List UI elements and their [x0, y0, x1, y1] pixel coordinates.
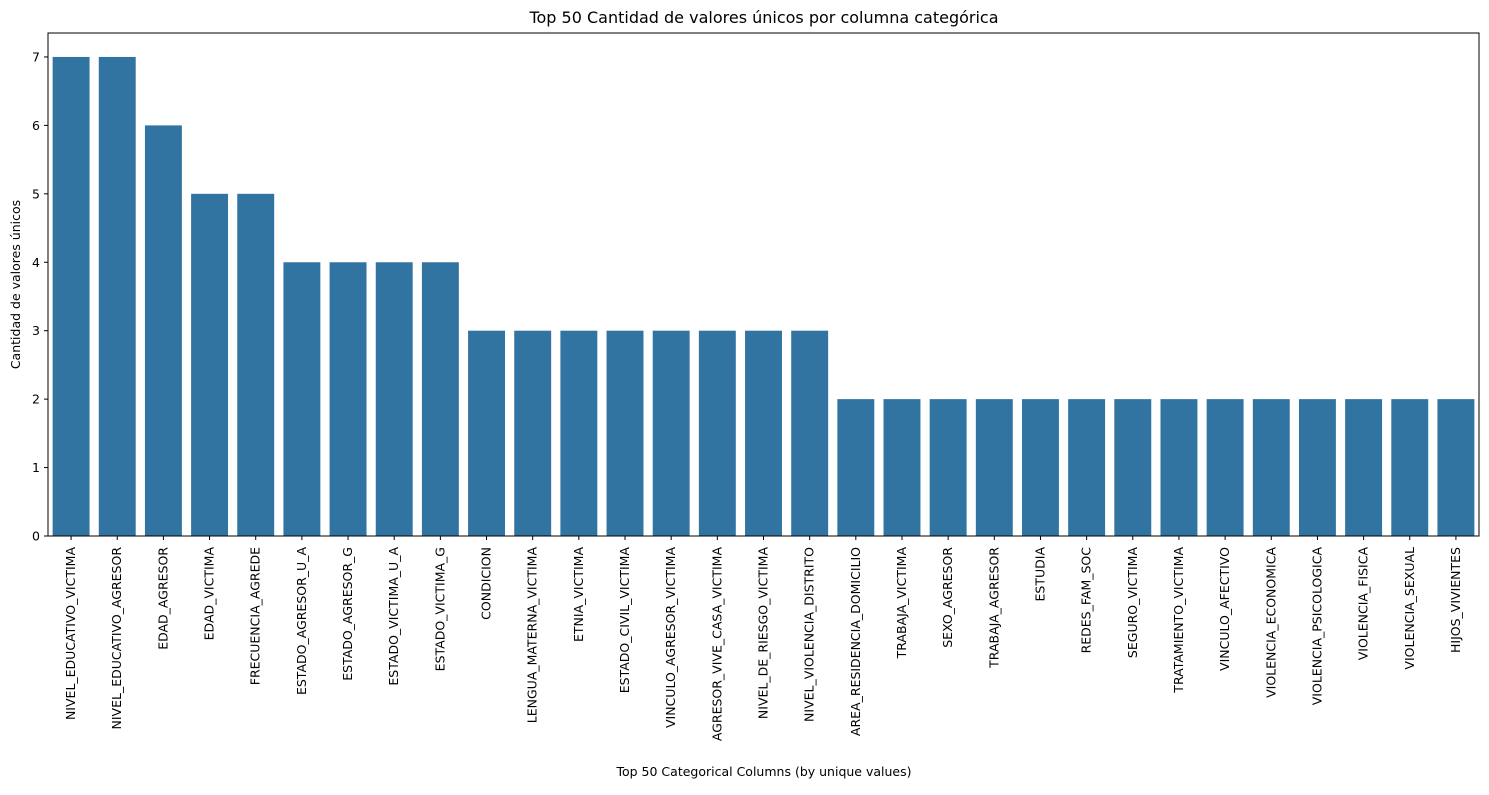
x-axis-label: Top 50 Categorical Columns (by unique va…: [615, 764, 911, 779]
x-tick-label: ESTADO_CIVIL_VICTIMA: [617, 547, 632, 694]
x-tick-label: ESTADO_AGRESOR_U_A: [294, 547, 309, 695]
x-tick-label: VIOLENCIA_PSICOLOGICA: [1309, 547, 1324, 706]
bar-edad-victima: [191, 193, 229, 536]
x-tick-label: ESTADO_AGRESOR_G: [340, 547, 355, 681]
x-tick-label: NIVEL_DE_RIESGO_VICTIMA: [756, 547, 771, 720]
y-axis-ticks: 0 1 2 3 4 5 6 7: [32, 49, 48, 544]
bar-frecuencia-agrede: [237, 193, 275, 536]
y-tick-label: 2: [32, 392, 40, 407]
bar-estado-victima-u-a: [375, 262, 413, 536]
x-tick-label: NIVEL_EDUCATIVO_VICTIMA: [63, 547, 78, 720]
bar-nivel-educativo-agresor: [98, 56, 136, 536]
x-tick-label: AREA_RESIDENCIA_DOMICILIO: [848, 547, 863, 736]
x-tick-label: ESTADO_VICTIMA_U_A: [386, 547, 401, 686]
y-axis-label: Cantidad de valores únicos: [8, 200, 23, 369]
bar-condicion: [468, 330, 505, 536]
bar-redes-fam-soc: [1068, 399, 1106, 536]
x-tick-label: NIVEL_EDUCATIVO_AGRESOR: [109, 547, 124, 730]
bar-violencia-fisica: [1345, 399, 1383, 536]
bar-edad-agresor: [144, 125, 182, 536]
x-tick-label: VIOLENCIA_SEXUAL: [1402, 547, 1417, 670]
bar-nivel-educativo-victima: [52, 56, 90, 536]
x-tick-label: ESTADO_VICTIMA_G: [432, 547, 447, 671]
bar-agresor-vive-casa-victima: [698, 330, 736, 536]
bar-estado-agresor-u-a: [283, 262, 321, 536]
y-tick-label: 1: [32, 460, 40, 475]
y-tick-label: 6: [32, 118, 40, 133]
bar-vinculo-afectivo: [1206, 399, 1244, 536]
bar-trabaja-victima: [883, 399, 921, 536]
bar-estado-civil-victima: [606, 330, 644, 536]
x-tick-label: NIVEL_VIOLENCIA_DISTRITO: [802, 547, 817, 722]
bar-trabaja-agresor: [975, 399, 1013, 536]
x-tick-label: HIJOS_VIVIENTES: [1448, 547, 1463, 653]
bar-seguro-victima: [1114, 399, 1152, 536]
x-tick-label: SEXO_AGRESOR: [940, 547, 955, 648]
bar-etnia-victima: [560, 330, 598, 536]
x-tick-label: FRECUENCIA_AGREDE: [248, 547, 263, 685]
bar-lengua-materna-victima: [514, 330, 552, 536]
x-tick-label: SEGURO_VICTIMA: [1125, 547, 1140, 659]
bar-nivel-violencia-distrito: [791, 330, 829, 536]
bars-group: [52, 56, 1475, 536]
x-tick-label: VIOLENCIA_ECONOMICA: [1263, 547, 1278, 698]
bar-tratamiento-victima: [1160, 399, 1198, 536]
bar-estudia: [1022, 399, 1059, 536]
bar-estado-agresor-g: [329, 262, 367, 536]
bar-sexo-agresor: [929, 399, 967, 536]
x-tick-label: CONDICION: [479, 547, 494, 620]
bar-violencia-sexual: [1391, 399, 1429, 536]
y-tick-label: 0: [32, 529, 40, 544]
x-tick-label: ESTUDIA: [1032, 547, 1047, 602]
y-tick-label: 4: [32, 255, 40, 270]
x-tick-label: ETNIA_VICTIMA: [571, 547, 586, 642]
x-tick-label: REDES_FAM_SOC: [1079, 547, 1094, 654]
bar-estado-victima-g: [421, 262, 459, 536]
bar-violencia-psicologica: [1298, 399, 1336, 536]
bar-nivel-de-riesgo-victima: [745, 330, 782, 536]
bar-hijos-vivientes: [1437, 399, 1475, 536]
x-tick-label: EDAD_VICTIMA: [202, 547, 217, 641]
x-axis-ticks: NIVEL_EDUCATIVO_VICTIMA NIVEL_EDUCATIVO_A…: [63, 536, 1463, 741]
y-tick-label: 7: [32, 49, 40, 64]
bar-vinculo-agresor-victima: [652, 330, 690, 536]
x-tick-label: VIOLENCIA_FISICA: [1356, 547, 1371, 661]
bar-violencia-economica: [1252, 399, 1290, 536]
x-tick-label: VINCULO_AFECTIVO: [1217, 547, 1232, 671]
chart-title: Top 50 Cantidad de valores únicos por co…: [528, 8, 998, 27]
bar-area-residencia-domicilio: [837, 399, 875, 536]
x-tick-label: TRABAJA_AGRESOR: [986, 547, 1001, 669]
x-tick-label: TRABAJA_VICTIMA: [894, 547, 909, 660]
y-tick-label: 3: [32, 323, 40, 338]
y-tick-label: 5: [32, 186, 40, 201]
x-tick-label: VINCULO_AGRESOR_VICTIMA: [663, 547, 678, 728]
x-tick-label: TRATAMIENTO_VICTIMA: [1171, 547, 1186, 694]
x-tick-label: EDAD_AGRESOR: [155, 547, 170, 650]
x-tick-label: LENGUA_MATERNA_VICTIMA: [525, 547, 540, 724]
plot-frame: [47, 32, 1480, 537]
x-tick-label: AGRESOR_VIVE_CASA_VICTIMA: [709, 547, 724, 742]
